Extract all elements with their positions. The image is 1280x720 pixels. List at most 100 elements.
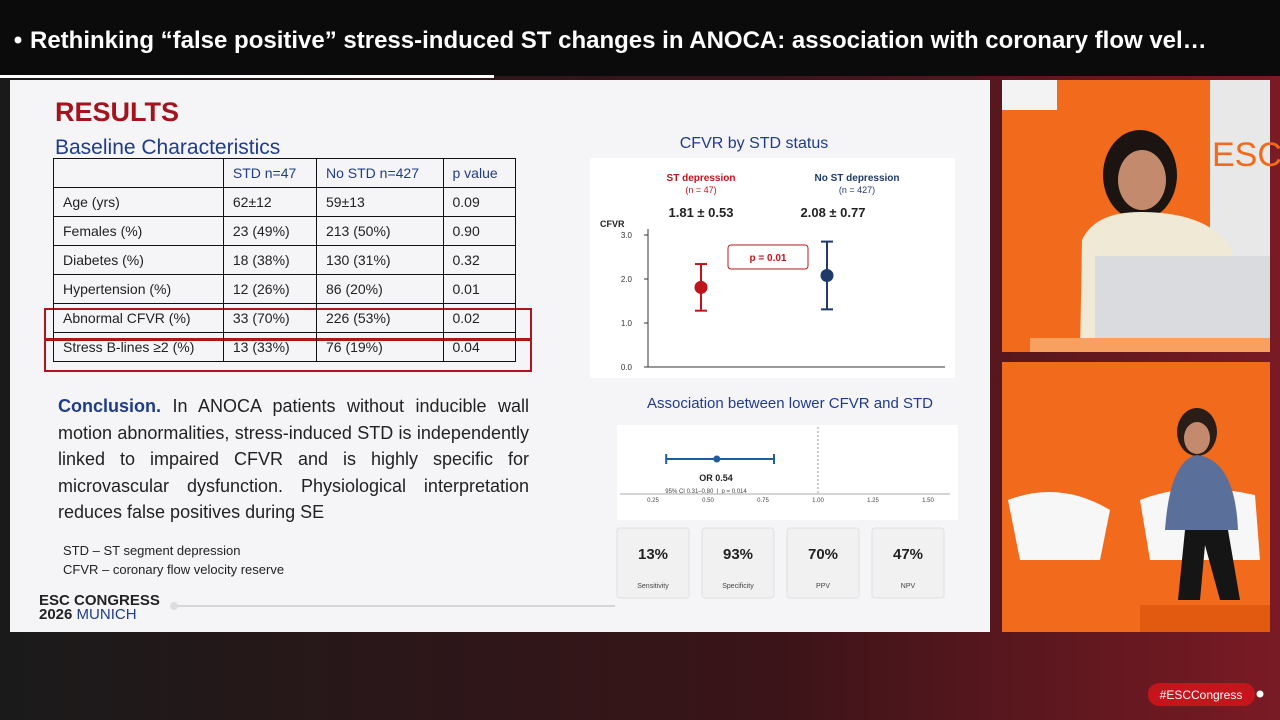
x-tick-label: 1.25 — [867, 498, 879, 504]
x-tick-label: 0.25 — [647, 498, 659, 504]
y-tick-label: 2.0 — [621, 275, 633, 284]
header-row: STD n=47 No STD n=427 p value — [53, 158, 516, 188]
table-cell: 18 (38%) — [222, 245, 317, 275]
metric-label: Sensitivity — [637, 583, 669, 590]
lectern — [1030, 338, 1270, 352]
metric-value: 13% — [638, 546, 668, 563]
table-cell: 213 (50%) — [315, 216, 444, 246]
table-header: STD n=47 No STD n=427 p value — [53, 158, 516, 188]
group-n: (n = 427) — [839, 185, 875, 195]
table-cell: 0.90 — [442, 216, 516, 246]
table-cell: 130 (31%) — [315, 245, 444, 275]
hashtag-pill — [1148, 683, 1255, 706]
mean-dot — [694, 280, 708, 294]
p-value: p = 0.01 — [750, 253, 787, 264]
logo-line: 2026 MUNICH — [39, 606, 137, 623]
panelist-body — [1165, 455, 1238, 530]
table-cell: 0.32 — [442, 245, 516, 275]
mean-dot — [820, 268, 834, 282]
slide-subheading: Baseline Characteristics — [55, 136, 280, 159]
table-row: Abnormal CFVR (%) 33 (70%) 226 (53%) 0.02 — [53, 303, 516, 333]
stage — [1140, 605, 1270, 632]
table-body: Age (yrs) 62±12 59±13 0.09 Females (%) 23 (49… — [53, 187, 516, 362]
progress-bar — [0, 75, 494, 78]
table-cell: Hypertension (%) — [53, 274, 224, 304]
abbreviation: CFVR – coronary flow velocity reserve — [63, 562, 284, 577]
bullet — [14, 36, 22, 44]
group-name: No ST depression — [814, 173, 899, 184]
metric-value: 47% — [893, 546, 923, 563]
backdrop-logo: ESC — [1212, 136, 1280, 174]
header-cell — [53, 158, 224, 188]
conclusion-label: Conclusion. — [58, 396, 161, 416]
slide-dot — [170, 602, 178, 610]
table-cell: 13 (33%) — [222, 332, 317, 362]
metric-value: 93% — [723, 546, 753, 563]
logo-line: ESC CONGRESS — [39, 592, 160, 609]
group-n: (n = 47) — [685, 185, 716, 195]
lectern-screen — [1095, 256, 1270, 340]
header-cell: No STD n=427 — [315, 158, 444, 188]
y-tick-label: 3.0 — [621, 231, 633, 240]
logo-year: 2026 — [39, 606, 72, 623]
table-cell: 76 (19%) — [315, 332, 444, 362]
table-cell: 59±13 — [315, 187, 444, 217]
speaker-face — [1118, 150, 1166, 210]
table-row: Diabetes (%) 18 (38%) 130 (31%) 0.32 — [53, 245, 516, 275]
y-axis-label: CFVR — [600, 219, 625, 229]
table-cell: Abnormal CFVR (%) — [53, 303, 224, 333]
title-bar — [0, 0, 1280, 76]
group-value: 1.81 ± 0.53 — [669, 205, 734, 220]
chart-title: CFVR by STD status — [680, 135, 828, 152]
metric-card — [786, 527, 860, 599]
x-tick-label: 0.50 — [702, 498, 714, 504]
header-cell: p value — [442, 158, 516, 188]
hashtag: #ESCCongress — [1160, 688, 1243, 702]
x-tick-label: 1.00 — [812, 498, 824, 504]
metric-value: 70% — [808, 546, 838, 563]
ci-label: 95% CI 0.31–0.80 | p = 0.014 — [665, 489, 747, 495]
slide-heading: RESULTS — [55, 97, 179, 127]
panelist-legs — [1178, 530, 1240, 600]
chair — [1008, 492, 1110, 560]
or-label: OR 0.54 — [699, 473, 733, 483]
logo-city: MUNICH — [77, 606, 137, 623]
metric-label: NPV — [901, 583, 916, 590]
forest-panel — [617, 425, 958, 520]
table-cell: 23 (49%) — [222, 216, 317, 246]
metric-label: PPV — [816, 583, 830, 590]
baseline-table: STD n=47 No STD n=427 p value Age (yrs) 62±… — [53, 158, 516, 362]
group-value: 2.08 ± 0.77 — [801, 205, 866, 220]
table-cell: 0.04 — [442, 332, 516, 362]
table-cell: 0.02 — [442, 303, 516, 333]
x-tick-label: 1.50 — [922, 498, 934, 504]
table-cell: 62±12 — [222, 187, 317, 217]
stream-title: Rethinking “false positive” stress-induc… — [30, 27, 1207, 54]
bullet — [1256, 690, 1264, 698]
table-cell: 33 (70%) — [222, 303, 317, 333]
y-tick-label: 1.0 — [621, 319, 633, 328]
table-cell: Females (%) — [53, 216, 224, 246]
video-backdrop — [1002, 80, 1057, 110]
conclusion: Conclusion. In ANOCA patients without in… — [58, 393, 529, 526]
group-name: ST depression — [667, 173, 736, 184]
table-cell: 86 (20%) — [315, 274, 444, 304]
header-cell: STD n=47 — [222, 158, 317, 188]
y-tick-label: 0.0 — [621, 363, 633, 372]
table-cell: 12 (26%) — [222, 274, 317, 304]
table-cell: 0.01 — [442, 274, 516, 304]
abbreviation: STD – ST segment depression — [63, 543, 241, 558]
table-cell: Diabetes (%) — [53, 245, 224, 275]
forest-title: Association between lower CFVR and STD — [647, 395, 933, 412]
table-cell: 226 (53%) — [315, 303, 444, 333]
or-point — [713, 455, 721, 463]
p-value-box — [727, 244, 809, 270]
table-cell: 0.09 — [442, 187, 516, 217]
table-row: Stress B-lines ≥2 (%) 13 (33%) 76 (19%) 0.0… — [53, 332, 516, 362]
panelist-face — [1184, 422, 1210, 454]
table-cell: Age (yrs) — [53, 187, 224, 217]
table-row: Females (%) 23 (49%) 213 (50%) 0.90 — [53, 216, 516, 246]
table-cell: Stress B-lines ≥2 (%) — [53, 332, 224, 362]
metric-label: Specificity — [722, 583, 754, 590]
